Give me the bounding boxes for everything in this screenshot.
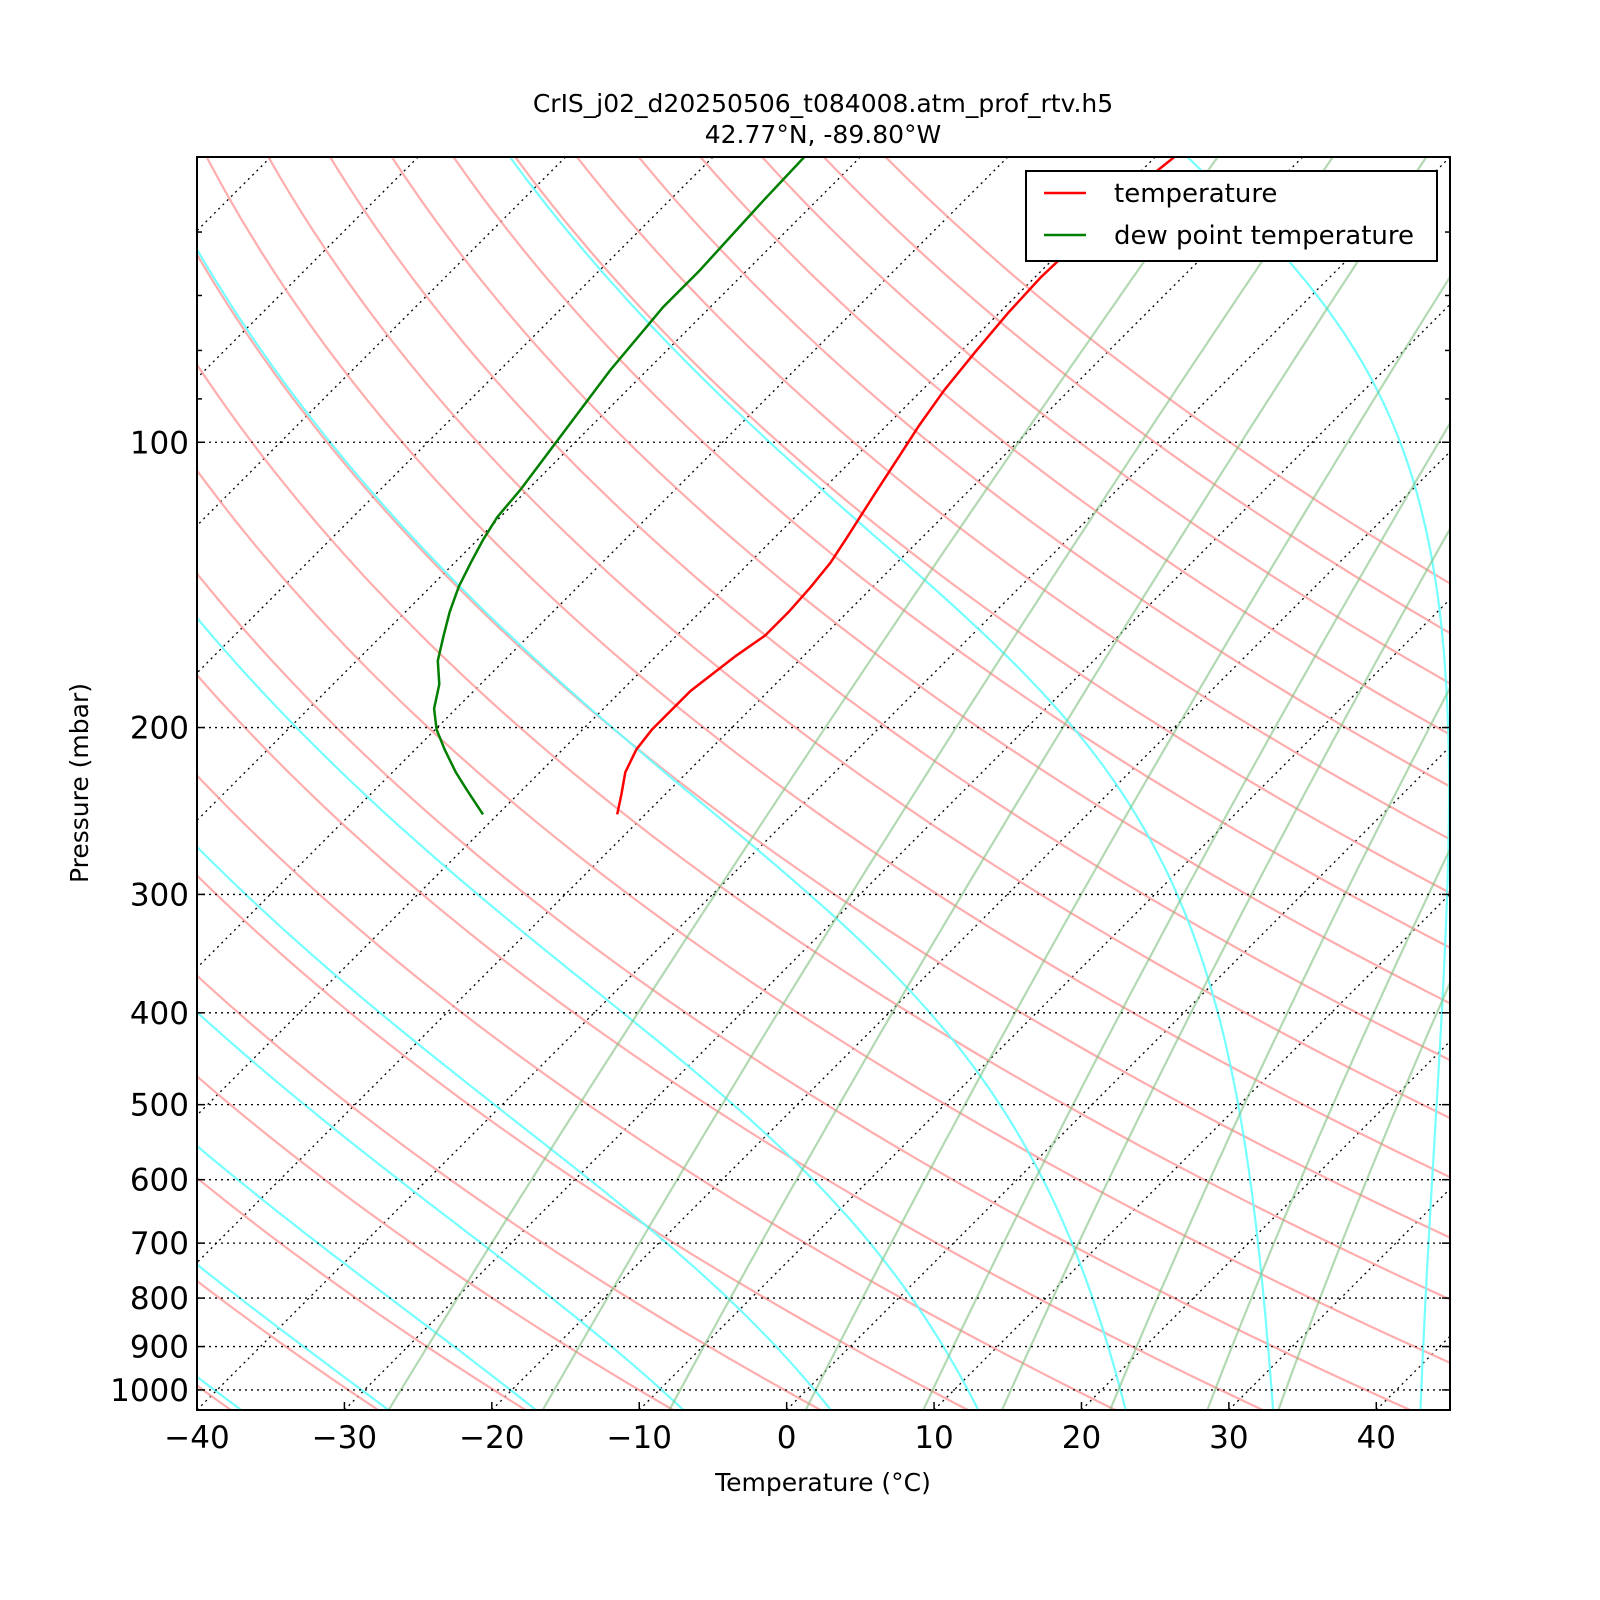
y-tick-label: 800 xyxy=(130,1281,189,1317)
mixing-ratio xyxy=(1277,980,1450,1410)
profile-line xyxy=(615,157,1176,815)
dry-adiabat xyxy=(329,157,1450,1062)
moist-adiabat xyxy=(197,1144,537,1410)
isotherm xyxy=(197,157,861,822)
x-tick-label: −30 xyxy=(312,1420,377,1456)
moist-adiabat xyxy=(509,157,1275,1410)
grid xyxy=(197,441,1450,1391)
y-tick-label: 700 xyxy=(130,1226,189,1262)
mixing-ratio xyxy=(1206,846,1450,1410)
y-tick-label: 300 xyxy=(130,877,189,913)
dry-adiabat xyxy=(452,157,1450,949)
y-tick-label: 500 xyxy=(130,1088,189,1124)
dry-adiabat xyxy=(637,157,1450,788)
y-tick-label: 200 xyxy=(130,711,189,747)
isotherm xyxy=(343,303,1450,1410)
y-tick-label: 1000 xyxy=(110,1373,189,1409)
dry-adiabat xyxy=(390,157,1450,1005)
isotherm xyxy=(197,157,1156,1117)
mixing-ratio xyxy=(1109,685,1450,1410)
dry-adiabat xyxy=(761,157,1450,685)
isotherm xyxy=(197,157,419,380)
x-tick-label: 0 xyxy=(777,1420,797,1456)
profiles xyxy=(432,157,1176,816)
y-tick-label: 900 xyxy=(130,1330,189,1366)
dry-adiabat xyxy=(197,572,1411,1410)
chart-subtitle: 42.77°N, -89.80°W xyxy=(705,120,941,149)
dry-adiabat xyxy=(205,157,1450,1179)
dry-adiabat xyxy=(197,974,822,1410)
x-tick-label: 40 xyxy=(1357,1420,1396,1456)
y-tick-label: 100 xyxy=(130,425,189,461)
isotherm xyxy=(933,893,1450,1410)
plot-frame xyxy=(196,156,1451,1411)
legend-label: temperature xyxy=(1114,179,1277,209)
mixing-ratio xyxy=(668,157,1428,1410)
x-tick-label: 10 xyxy=(914,1420,953,1456)
x-axis-label: Temperature (°C) xyxy=(714,1468,931,1497)
mixing-ratio xyxy=(387,157,1219,1410)
isotherm xyxy=(197,157,1304,1264)
x-tick-label: 30 xyxy=(1209,1420,1248,1456)
isotherm xyxy=(491,450,1450,1410)
x-tick-label: 20 xyxy=(1062,1420,1101,1456)
y-axis-label: Pressure (mbar) xyxy=(65,683,94,883)
isotherm xyxy=(1081,1040,1450,1410)
dry-adiabat xyxy=(823,157,1450,635)
dry-adiabat xyxy=(197,252,1450,1239)
legend-label: dew point temperature xyxy=(1114,221,1414,251)
y-tick-label: 600 xyxy=(130,1163,189,1199)
dry-adiabat xyxy=(197,774,1116,1410)
isotherm xyxy=(197,157,566,527)
mixing-ratio xyxy=(804,275,1450,1410)
isotherm xyxy=(1228,1187,1450,1410)
isotherm xyxy=(786,745,1450,1410)
x-tick-label: −10 xyxy=(607,1420,672,1456)
moist-adiabat xyxy=(197,616,980,1410)
isotherm xyxy=(197,157,1009,969)
dry-adiabat xyxy=(197,1176,527,1410)
dry-adiabat xyxy=(197,1074,674,1410)
isotherm xyxy=(638,598,1450,1410)
dry-adiabat xyxy=(514,157,1450,895)
y-tick-label: 400 xyxy=(130,996,189,1032)
dry-adiabat xyxy=(699,157,1450,736)
profile-line xyxy=(432,157,806,816)
mixing-ratio xyxy=(922,421,1450,1410)
isotherm xyxy=(197,157,1450,1410)
mixing-ratio xyxy=(541,157,1334,1410)
isotherm xyxy=(197,157,714,674)
moist-adiabat xyxy=(197,1010,685,1410)
moist-adiabat xyxy=(197,247,1127,1410)
dry-adiabat xyxy=(884,157,1450,585)
chart-title: CrIS_j02_d20250506_t084008.atm_prof_rtv.… xyxy=(533,89,1113,118)
dry-adiabat xyxy=(197,873,969,1410)
legend-box xyxy=(1025,170,1438,262)
mixing-ratio xyxy=(1000,526,1450,1410)
dry-adiabat xyxy=(576,157,1450,841)
dry-adiabat xyxy=(267,157,1450,1120)
x-tick-label: −40 xyxy=(164,1420,229,1456)
moist-adiabat xyxy=(197,845,832,1410)
dry-adiabat xyxy=(197,673,1264,1410)
dry-adiabat xyxy=(197,468,1450,1364)
x-tick-label: −20 xyxy=(459,1420,524,1456)
